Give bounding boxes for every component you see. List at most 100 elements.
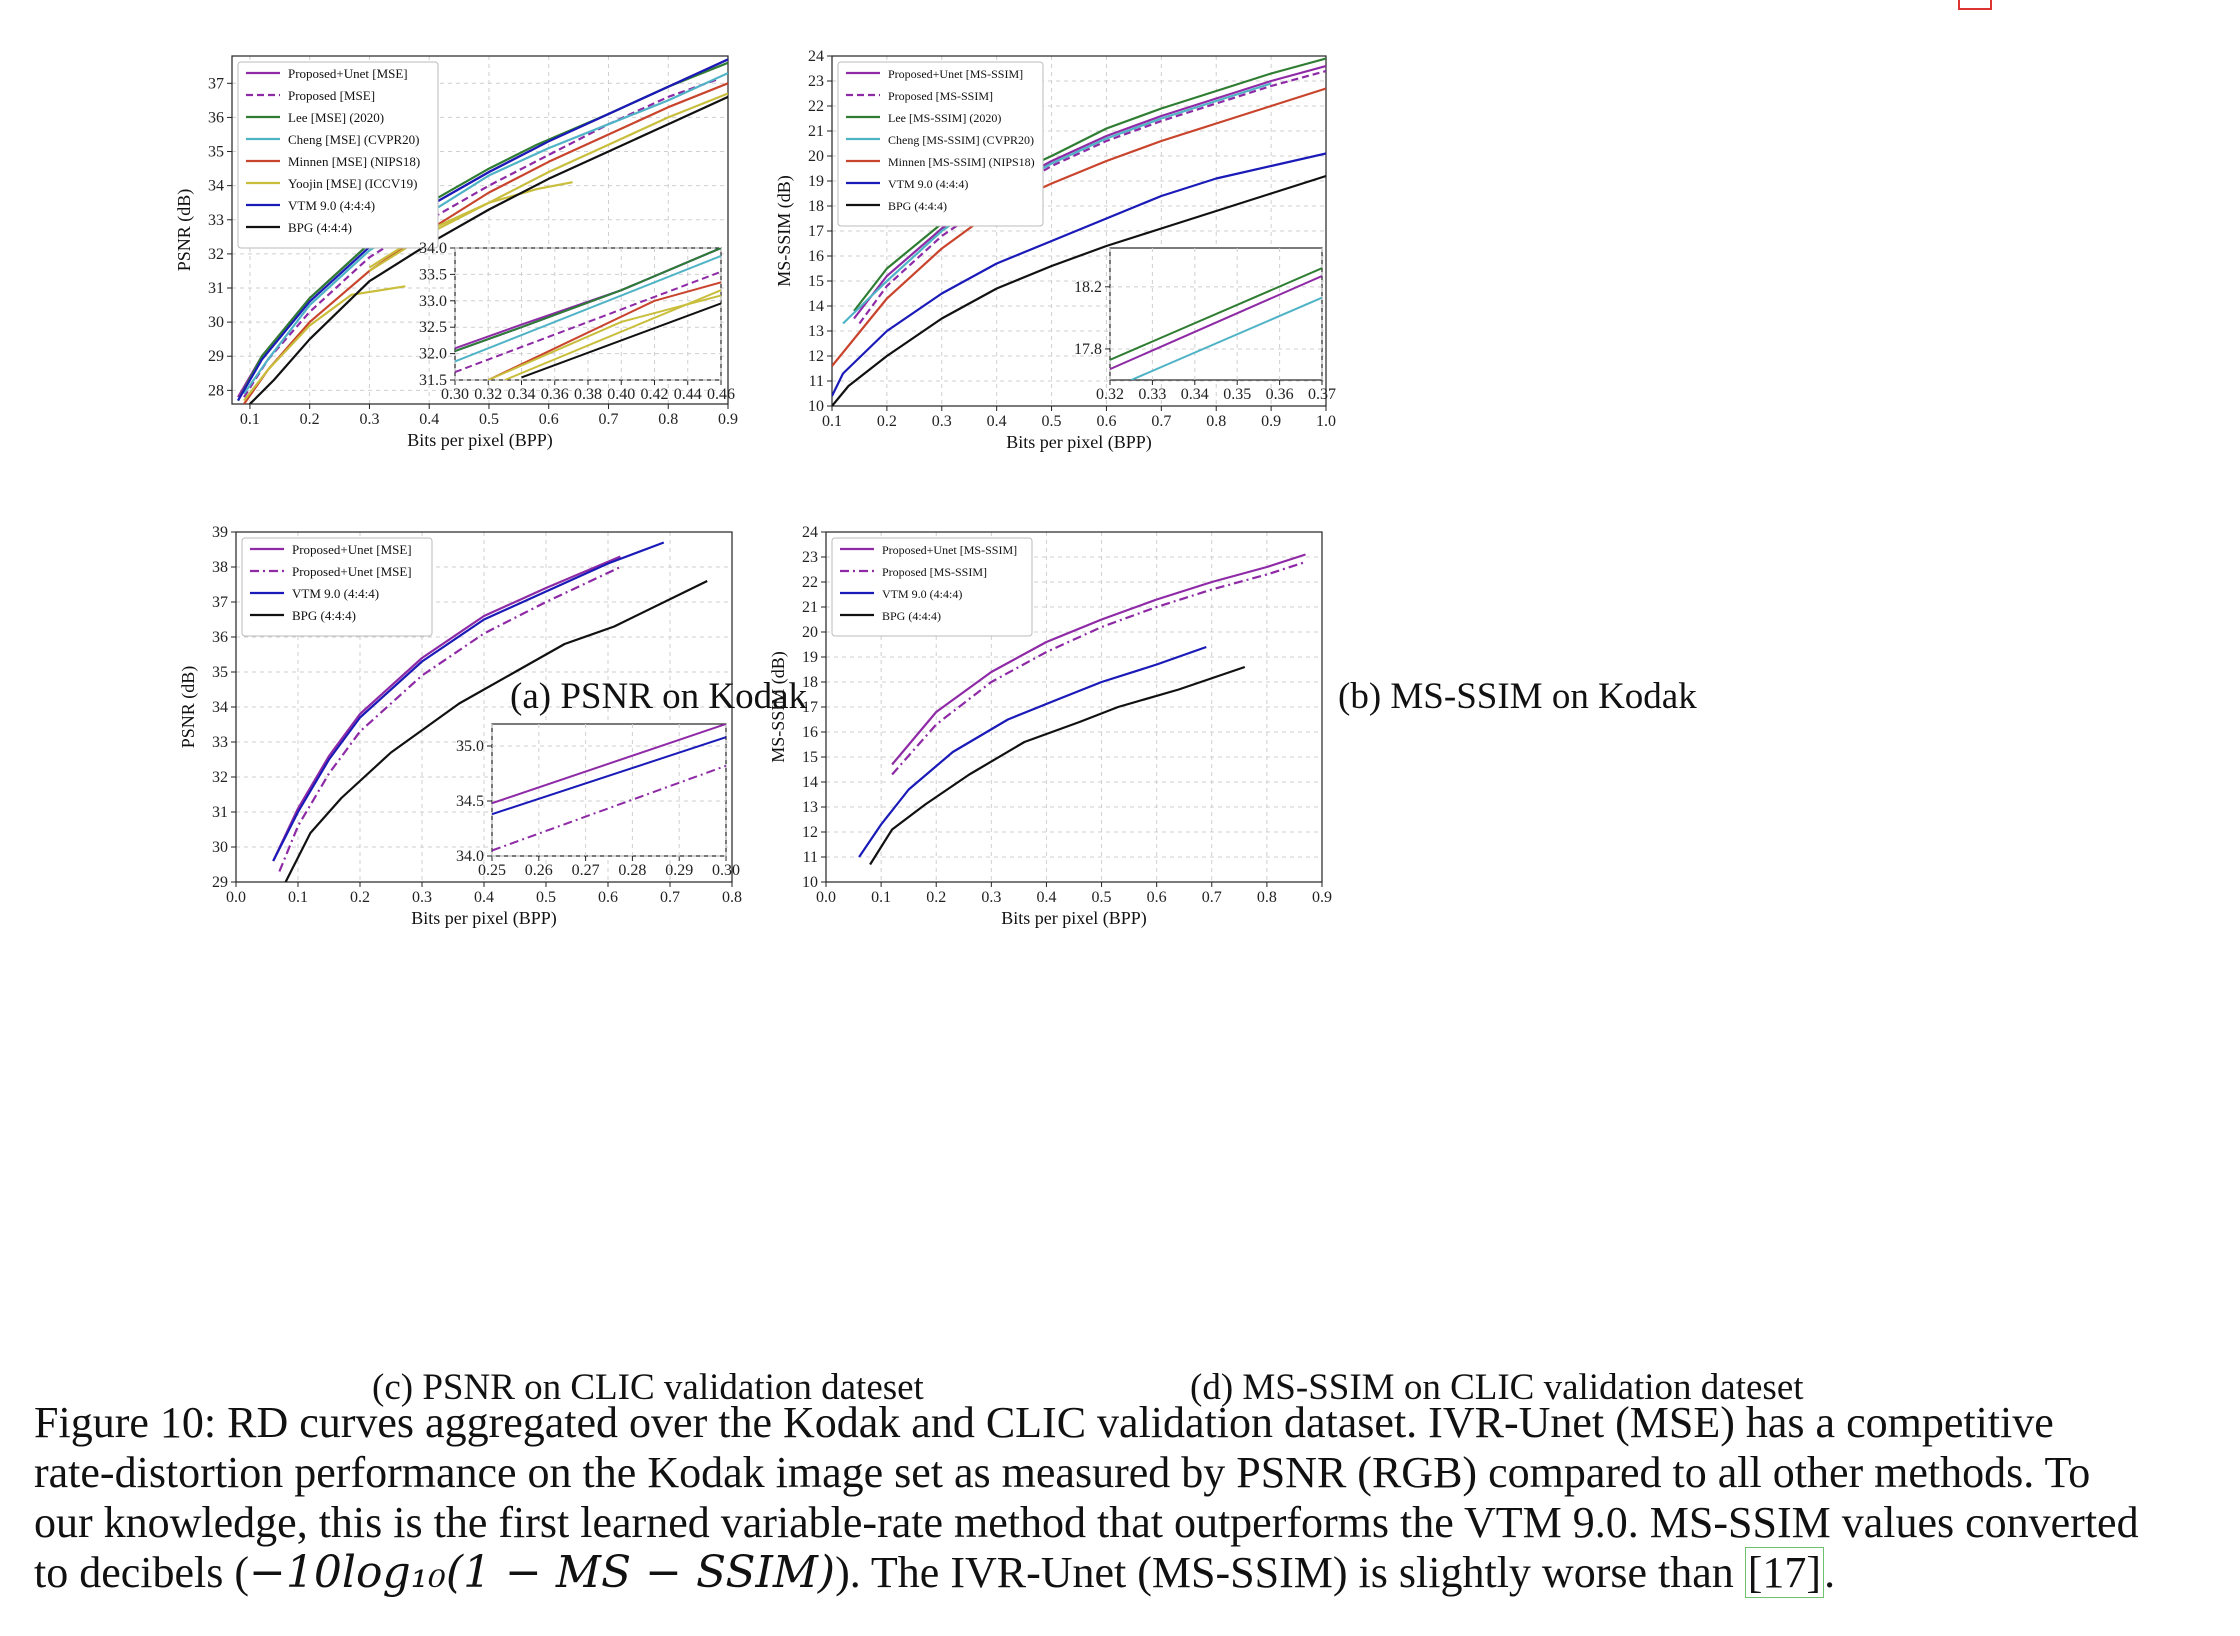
x-tick-label: 0.1: [240, 411, 260, 428]
series-line-0: [891, 553, 1306, 766]
series-line-4: [832, 87, 1326, 367]
inset-x-tick-label: 0.42: [641, 386, 669, 403]
y-tick-label: 18: [808, 198, 824, 215]
caption-math-formula: −10log₁₀(1 − MS − SSIM): [249, 1547, 836, 1598]
legend-label: Proposed+Unet [MS-SSIM]: [882, 543, 1017, 557]
inset-y-tick-label: 35.0: [456, 738, 484, 755]
y-tick-label: 32: [212, 769, 228, 786]
legend-box: [241, 537, 433, 637]
inset-x-tick-label: 0.40: [607, 386, 635, 403]
y-tick-label: 21: [808, 123, 824, 140]
inset-series-line-8: [521, 302, 721, 379]
y-tick-label: 33: [212, 734, 228, 751]
x-tick-label: 0.8: [1206, 413, 1226, 430]
x-tick-label: 0.4: [419, 411, 439, 428]
inset-series-line-1: [492, 736, 726, 816]
legend-label: Minnen [MSE] (NIPS18): [288, 154, 420, 169]
legend-label: VTM 9.0 (4:4:4): [882, 587, 962, 601]
inset-x-tick-label: 0.28: [618, 862, 646, 879]
legend-label: Proposed [MS-SSIM]: [888, 89, 993, 103]
y-tick-label: 34: [208, 178, 224, 195]
x-tick-label: 0.8: [658, 411, 678, 428]
legend: Proposed+Unet [MSE] Proposed+Unet [MSE] VT…: [241, 537, 433, 637]
y-tick-label: 19: [802, 649, 818, 666]
y-tick-label: 15: [808, 273, 824, 290]
x-tick-label: 0.5: [1092, 889, 1112, 906]
citation-link-box[interactable]: [1958, 0, 1992, 10]
legend-label: Minnen [MS-SSIM] (NIPS18): [888, 155, 1035, 169]
y-tick-label: 28: [208, 382, 224, 399]
citation-17-link[interactable]: [17]: [1744, 1547, 1825, 1598]
x-tick-label: 0.2: [926, 889, 946, 906]
series-line-0: [272, 555, 621, 862]
y-tick-label: 30: [212, 839, 228, 856]
x-tick-label: 1.0: [1316, 413, 1336, 430]
legend-label: Proposed+Unet [MSE]: [288, 66, 408, 81]
x-tick-label: 0.9: [718, 411, 738, 428]
x-tick-label: 0.4: [474, 889, 494, 906]
x-tick-label: 0.2: [350, 889, 370, 906]
x-tick-label: 0.8: [722, 889, 742, 906]
inset-b: 0.32 0.33 0.34 0.35 0.36 0.37 17.8 18.2: [1074, 247, 1336, 403]
legend: Proposed+Unet [MS-SSIM] Proposed [MS-SSIM…: [831, 537, 1033, 637]
series-line-0: [853, 64, 1326, 320]
x-tick-label: 0.6: [1147, 889, 1167, 906]
legend-label: BPG (4:4:4): [288, 220, 352, 235]
inset-series-line-2: [492, 764, 726, 852]
series-line-5: [832, 152, 1326, 397]
y-tick-label: 17: [808, 223, 824, 240]
y-tick-label: 17: [802, 699, 818, 716]
y-tick-label: 37: [208, 75, 224, 92]
legend: Proposed+Unet [MS-SSIM] Proposed [MS-SSIM…: [837, 61, 1044, 227]
x-tick-label: 0.0: [226, 889, 246, 906]
legend-label: Lee [MSE] (2020): [288, 110, 384, 125]
chart-panel-a: 0.1 0.2 0.3 0.4 0.5 0.6 0.7 0.8 0.9 28 29 30 31 32 33 3…: [174, 55, 738, 451]
y-tick-label: 24: [808, 48, 824, 65]
series-line-3: [284, 580, 708, 882]
y-tick-label: 20: [802, 624, 818, 641]
y-tick-label: 14: [808, 298, 824, 315]
caption-line-3: our knowledge, this is the first learned…: [34, 1498, 2139, 1547]
series-line-1: [891, 560, 1306, 776]
legend-label: Cheng [MS-SSIM] (CVPR20): [888, 133, 1034, 147]
inset-y-tick-label: 17.8: [1074, 341, 1102, 358]
y-tick-label: 37: [212, 594, 228, 611]
inset-series-line-2: [455, 248, 721, 352]
x-tick-label: 0.3: [981, 889, 1001, 906]
x-axis-label: Bits per pixel (BPP): [1001, 908, 1147, 929]
y-axis-label: MS-SSIM (dB): [768, 651, 789, 763]
legend-label: VTM 9.0 (4:4:4): [888, 177, 968, 191]
x-tick-label: 0.3: [412, 889, 432, 906]
inset-x-tick-label: 0.44: [674, 386, 702, 403]
series-line-9: [249, 95, 728, 404]
inset-series-line-7: [504, 289, 721, 380]
x-tick-label: 0.2: [877, 413, 897, 430]
y-tick-label: 23: [802, 549, 818, 566]
inset-x-tick-label: 0.37: [1308, 386, 1336, 403]
y-tick-label: 38: [212, 559, 228, 576]
y-tick-label: 12: [808, 348, 824, 365]
legend: Proposed+Unet [MSE] Proposed [MSE] Lee [MS…: [237, 61, 439, 249]
x-tick-label: 0.8: [1257, 889, 1277, 906]
legend-label: Proposed+Unet [MS-SSIM]: [888, 67, 1023, 81]
inset-x-tick-label: 0.29: [665, 862, 693, 879]
y-tick-label: 11: [803, 849, 818, 866]
series-line-1: [243, 78, 717, 398]
series-line-3: [842, 82, 1272, 325]
x-tick-label: 0.6: [1096, 413, 1116, 430]
x-tick-label: 0.6: [539, 411, 559, 428]
x-tick-label: 0.9: [1261, 413, 1281, 430]
series-line-6: [832, 174, 1326, 406]
inset-y-tick-label: 32.0: [419, 346, 447, 363]
caption-line-4: to decibels (−10log₁₀(1 − MS − SSIM)). T…: [34, 1547, 2224, 1598]
y-tick-label: 31: [212, 804, 228, 821]
y-tick-label: 10: [802, 874, 818, 891]
inset-x-tick-label: 0.38: [574, 386, 602, 403]
legend-label: Lee [MS-SSIM] (2020): [888, 111, 1001, 125]
inset-x-tick-label: 0.25: [478, 862, 506, 879]
inset-series-line-1: [1110, 275, 1322, 371]
inset-y-tick-label: 31.5: [419, 372, 447, 389]
inset-x-tick-label: 0.34: [1181, 386, 1209, 403]
caption-last-suffix: .: [1824, 1548, 1836, 1597]
legend-box: [237, 61, 439, 249]
